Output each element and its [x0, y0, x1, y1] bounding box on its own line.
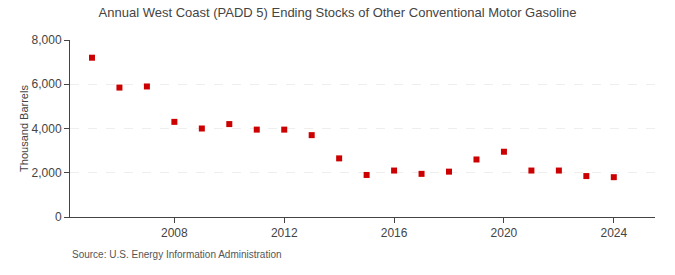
- svg-text:2,000: 2,000: [32, 166, 62, 180]
- svg-text:Source: U.S. Energy Informatio: Source: U.S. Energy Information Administ…: [72, 249, 282, 260]
- svg-text:6,000: 6,000: [32, 77, 62, 91]
- svg-text:2008: 2008: [161, 226, 188, 240]
- svg-text:2024: 2024: [600, 226, 627, 240]
- svg-text:2016: 2016: [381, 226, 408, 240]
- svg-text:8,000: 8,000: [32, 33, 62, 47]
- svg-text:Thousand Barrels: Thousand Barrels: [18, 85, 30, 172]
- svg-text:Annual West Coast (PADD 5) End: Annual West Coast (PADD 5) Ending Stocks…: [99, 5, 577, 20]
- svg-text:0: 0: [55, 210, 62, 224]
- svg-text:2020: 2020: [491, 226, 518, 240]
- svg-text:4,000: 4,000: [32, 122, 62, 136]
- svg-text:2012: 2012: [271, 226, 298, 240]
